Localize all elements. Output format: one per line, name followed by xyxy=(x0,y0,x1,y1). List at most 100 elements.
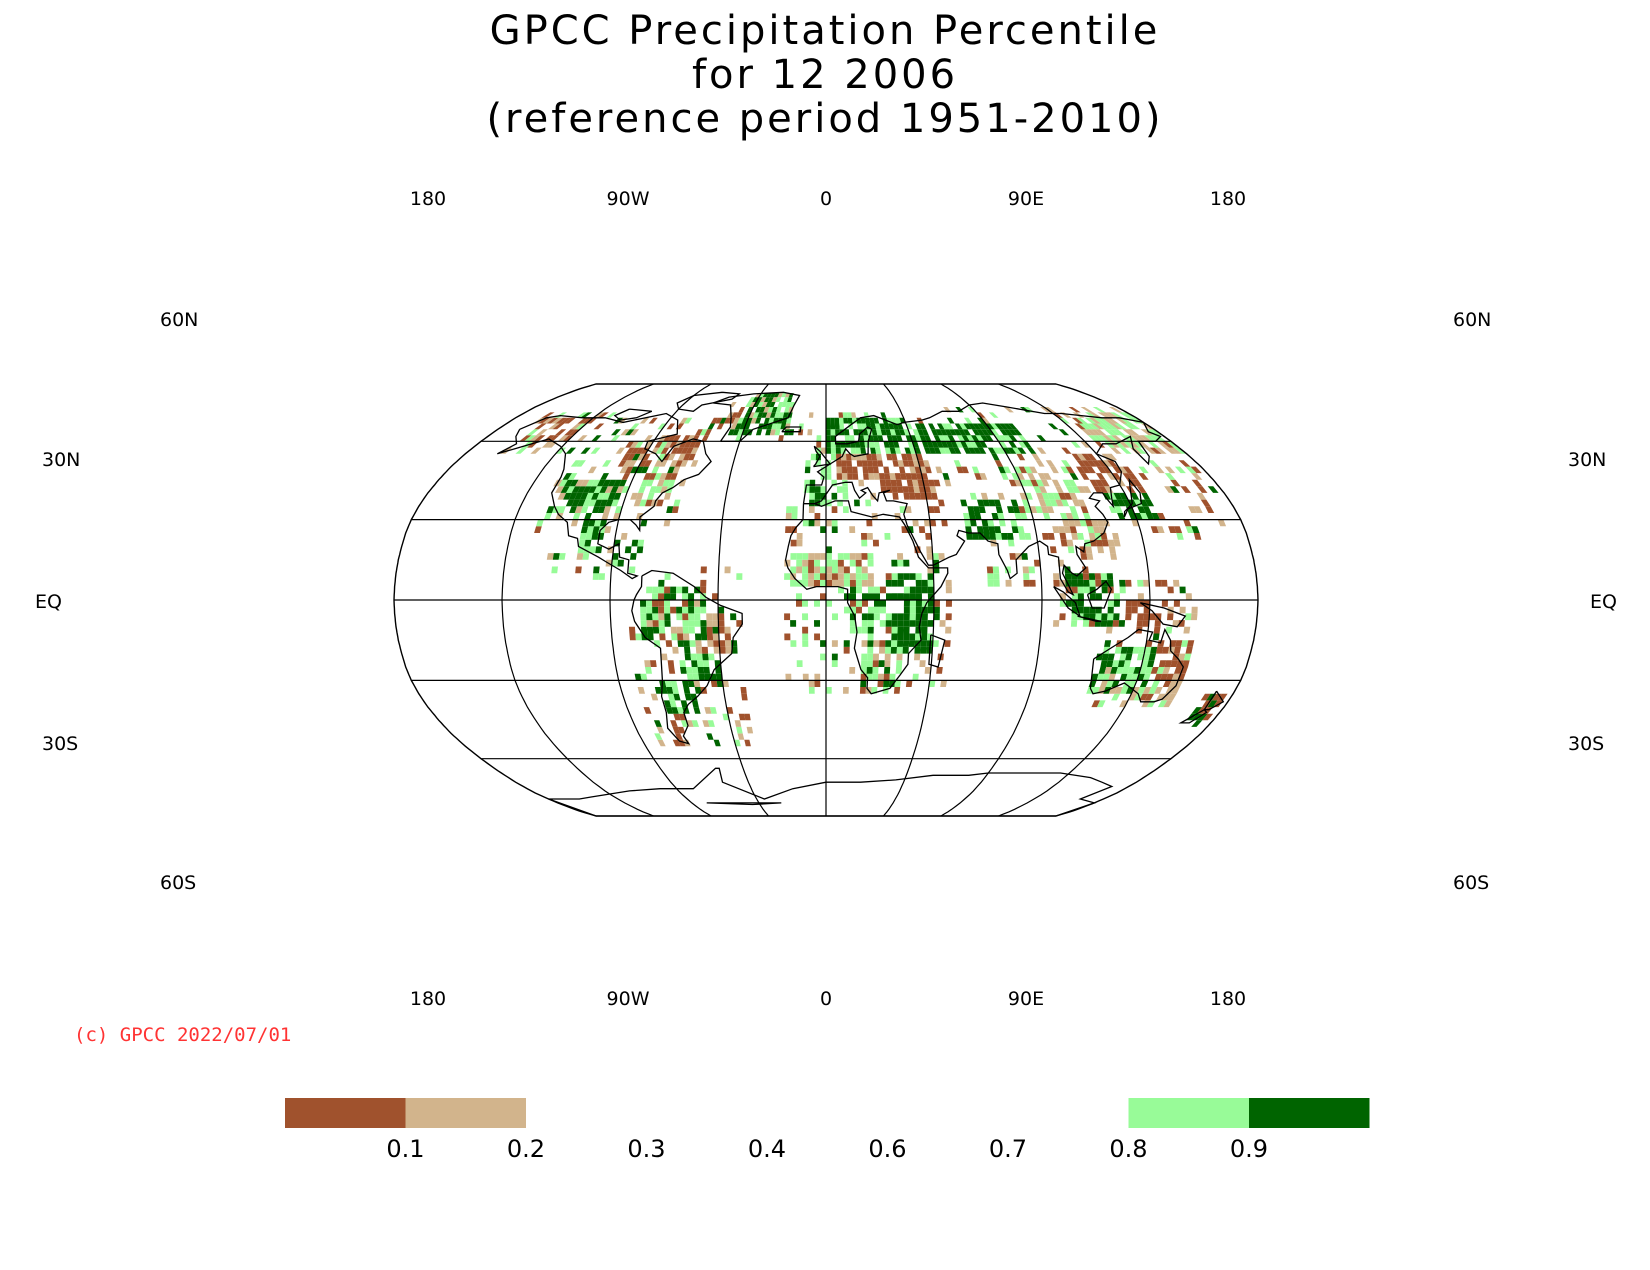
lon-label-top-0: 0 xyxy=(820,188,832,210)
percentile-cell xyxy=(708,653,715,661)
percentile-cell xyxy=(856,460,863,467)
percentile-cell xyxy=(1130,492,1140,500)
percentile-cell xyxy=(958,429,967,436)
percentile-cell xyxy=(1105,680,1114,687)
percentile-cell xyxy=(1106,620,1114,627)
percentile-cell xyxy=(670,473,678,480)
percentile-cell xyxy=(1118,412,1133,418)
percentile-cell xyxy=(855,447,862,454)
percentile-cell xyxy=(667,660,675,667)
percentile-cell xyxy=(879,640,886,647)
percentile-cell xyxy=(938,447,947,454)
percentile-cell xyxy=(903,633,910,641)
percentile-cell xyxy=(715,673,723,681)
meridian-line xyxy=(883,383,935,817)
percentile-cell xyxy=(933,506,941,513)
percentile-cell xyxy=(1170,479,1181,487)
percentile-cell xyxy=(1007,533,1014,540)
percentile-cell xyxy=(664,600,671,607)
percentile-cell xyxy=(1139,513,1149,520)
percentile-cell xyxy=(588,486,597,493)
percentile-cell xyxy=(1158,660,1167,667)
percentile-cell xyxy=(883,466,890,474)
percentile-cell xyxy=(889,447,897,454)
percentile-cell xyxy=(1009,553,1017,560)
percentile-cell xyxy=(763,417,770,424)
percentile-cell xyxy=(903,613,910,621)
percentile-cell xyxy=(652,593,659,600)
percentile-cell xyxy=(932,640,939,647)
percentile-cell xyxy=(1162,667,1171,674)
percentile-cell xyxy=(874,600,880,607)
percentile-cell xyxy=(570,519,579,527)
percentile-cell xyxy=(1060,499,1070,507)
percentile-cell xyxy=(601,513,610,520)
percentile-cell xyxy=(933,613,940,621)
percentile-cell xyxy=(988,499,996,507)
percentile-cell xyxy=(859,687,866,694)
percentile-cell xyxy=(888,680,896,687)
percentile-cell xyxy=(866,460,873,467)
percentile-cell xyxy=(976,429,985,436)
percentile-cell xyxy=(841,466,848,474)
percentile-cell xyxy=(1207,700,1218,708)
percentile-cell xyxy=(1059,613,1066,621)
percentile-cell xyxy=(867,653,874,661)
percentile-cell xyxy=(1116,499,1126,507)
percentile-cell xyxy=(1097,435,1109,442)
percentile-cell xyxy=(1101,653,1109,661)
percentile-cell xyxy=(930,429,939,436)
percentile-cell xyxy=(713,646,720,654)
coastline xyxy=(613,408,653,421)
percentile-cell xyxy=(1107,460,1118,467)
percentile-cell xyxy=(707,640,714,647)
percentile-cell xyxy=(921,633,928,641)
percentile-cell xyxy=(684,646,691,654)
percentile-cell xyxy=(1114,417,1128,424)
percentile-cell xyxy=(654,460,663,467)
percentile-cell xyxy=(1108,441,1120,448)
percentile-cell xyxy=(796,539,803,547)
percentile-cell xyxy=(664,441,673,448)
percentile-cell xyxy=(570,460,581,467)
percentile-cell xyxy=(994,526,1002,533)
percentile-cell xyxy=(569,479,579,487)
percentile-cell xyxy=(995,506,1003,513)
percentile-cell xyxy=(901,453,908,461)
percentile-cell xyxy=(932,553,939,560)
percentile-cell xyxy=(1174,447,1187,454)
percentile-cell xyxy=(808,573,815,580)
percentile-cell xyxy=(1012,447,1022,454)
percentile-cell xyxy=(671,707,679,714)
percentile-cell xyxy=(909,606,916,614)
percentile-cell xyxy=(639,499,647,507)
percentile-cell xyxy=(826,519,832,527)
percentile-cell xyxy=(897,559,904,567)
percentile-cell xyxy=(1097,700,1106,708)
percentile-cell xyxy=(592,526,600,533)
percentile-cell xyxy=(1097,546,1105,554)
percentile-cell xyxy=(826,473,832,480)
percentile-cell xyxy=(1071,486,1081,493)
coastline xyxy=(631,569,743,745)
percentile-cell xyxy=(1071,613,1078,621)
percentile-cell xyxy=(886,435,894,442)
percentile-cell xyxy=(534,423,547,430)
percentile-cell xyxy=(1047,533,1055,540)
percentile-cell xyxy=(998,519,1006,527)
percentile-cell xyxy=(645,499,653,507)
percentile-cell xyxy=(718,606,725,614)
percentile-cell xyxy=(1142,620,1149,627)
percentile-cell xyxy=(615,447,626,454)
percentile-cell xyxy=(855,579,862,587)
percentile-cell xyxy=(1101,435,1114,442)
percentile-cell xyxy=(667,479,676,487)
percentile-cell xyxy=(599,519,608,527)
percentile-cell xyxy=(1123,423,1136,430)
percentile-cell xyxy=(826,546,832,554)
percentile-cell xyxy=(1185,646,1193,654)
percentile-cell xyxy=(768,417,775,424)
percentile-cell xyxy=(672,646,679,654)
percentile-cell xyxy=(659,633,666,641)
percentile-cell xyxy=(761,412,768,418)
